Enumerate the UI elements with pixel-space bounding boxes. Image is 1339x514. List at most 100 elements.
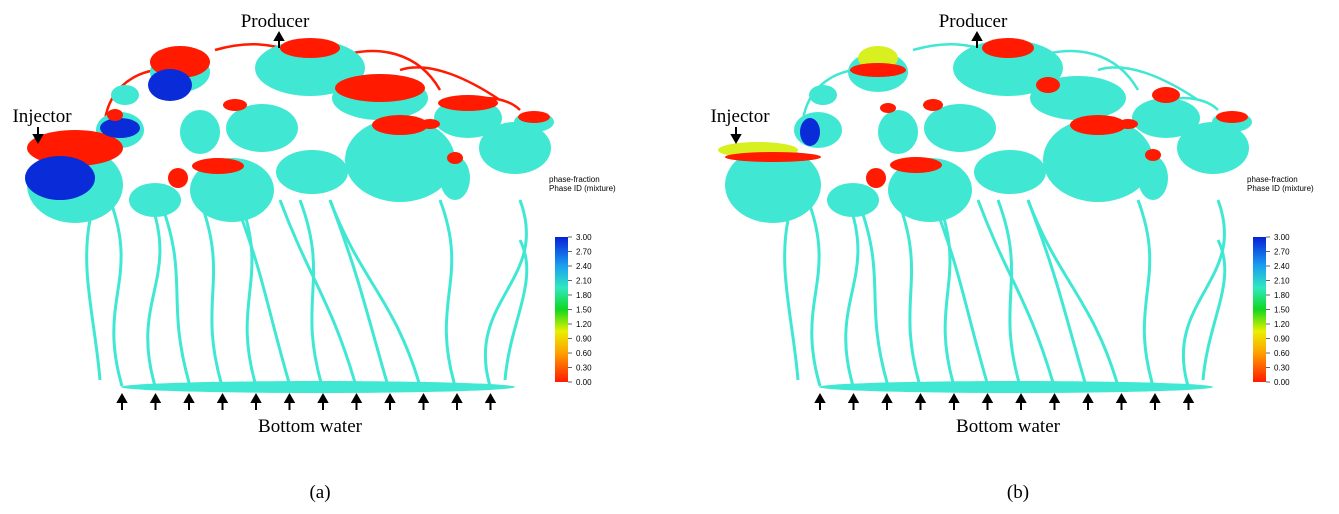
channel	[235, 200, 290, 386]
channel	[1138, 200, 1153, 386]
channel	[160, 200, 190, 386]
reservoir-cavity	[111, 85, 139, 105]
inflow-arrow	[1118, 395, 1126, 410]
inflow-arrow	[917, 395, 925, 410]
channel	[1203, 240, 1225, 380]
inflow-arrow	[420, 395, 428, 410]
colorbar-tick-label: 0.00	[1274, 378, 1290, 387]
colorbar-tick-label: 2.10	[1274, 277, 1290, 286]
colorbar-tick-label: 2.10	[576, 277, 592, 286]
channel	[938, 200, 954, 386]
reservoir-cavity	[1138, 156, 1168, 200]
colorbar-tick-label: 3.00	[576, 233, 592, 242]
producer-label: Producer	[939, 11, 1008, 32]
channel	[200, 200, 222, 386]
phase-region	[438, 95, 498, 111]
inflow-arrow	[816, 395, 824, 410]
phase-region	[1216, 111, 1248, 123]
reservoir-cavity	[180, 110, 220, 154]
colorbar-tick-label: 2.40	[1274, 262, 1290, 271]
phase-region	[1152, 87, 1180, 103]
phase-region	[420, 119, 440, 129]
inflow-arrow	[353, 395, 361, 410]
caption: (b)	[1007, 482, 1029, 503]
colorbar-tick-label: 0.00	[576, 378, 592, 387]
colorbar-tick-label: 0.60	[576, 349, 592, 358]
phase-region	[800, 118, 820, 146]
colorbar-tick-label: 1.50	[576, 306, 592, 315]
reservoir-cavity	[276, 150, 348, 194]
bottom-water-label: Bottom water	[258, 416, 363, 437]
phase-region	[1036, 77, 1060, 93]
colorbar-tick-label: 1.80	[1274, 291, 1290, 300]
colorbar-subtitle: Phase ID (mixture)	[549, 184, 616, 193]
caption: (a)	[309, 482, 330, 503]
channel	[240, 200, 256, 386]
inflow-arrow	[1185, 395, 1193, 410]
colorbar-tick-label: 1.50	[1274, 306, 1290, 315]
phase-region	[518, 111, 550, 123]
phase-region	[866, 168, 886, 188]
channel	[110, 200, 122, 386]
phase-region	[372, 115, 428, 135]
colorbar-title: phase-fraction	[1247, 175, 1298, 184]
inflow-arrow	[453, 395, 461, 410]
colorbar-tick-label: 0.30	[1274, 364, 1290, 373]
colorbar-tick-label: 2.70	[1274, 248, 1290, 257]
phase-region	[923, 99, 943, 111]
phase-region	[447, 152, 463, 164]
reservoir-cavity	[974, 150, 1046, 194]
inflow-arrow	[252, 395, 260, 410]
channel	[898, 200, 920, 386]
phase-region	[107, 109, 123, 121]
injector-label: Injector	[710, 106, 770, 127]
producer-label: Producer	[241, 11, 310, 32]
phase-region	[1145, 149, 1161, 161]
phase-region	[982, 38, 1034, 58]
inflow-arrow	[118, 395, 126, 410]
channel	[87, 220, 100, 380]
channel	[808, 200, 820, 386]
colorbar-tick-label: 1.20	[1274, 320, 1290, 329]
phase-region	[223, 99, 247, 111]
phase-region	[850, 63, 906, 77]
inflow-arrow	[950, 395, 958, 410]
phase-region	[1118, 119, 1138, 129]
phase-region	[335, 74, 425, 102]
phase-region	[1070, 115, 1126, 135]
colorbar-subtitle: Phase ID (mixture)	[1247, 184, 1314, 193]
inflow-arrow	[487, 395, 495, 410]
inflow-arrow	[850, 395, 858, 410]
inflow-arrow	[152, 395, 160, 410]
phase-region	[890, 157, 942, 173]
reservoir-cavity	[924, 104, 996, 152]
bottom-aquifer	[819, 381, 1213, 393]
channel	[485, 200, 526, 386]
phase-region	[880, 103, 896, 113]
inflow-arrow	[1151, 395, 1159, 410]
channel	[978, 200, 1054, 386]
colorbar-tick-label: 0.90	[576, 335, 592, 344]
channel	[280, 200, 356, 386]
injector-arrow	[732, 127, 740, 142]
channel	[505, 240, 527, 380]
inflow-arrow	[219, 395, 227, 410]
colorbar-tick-label: 1.20	[576, 320, 592, 329]
phase-region	[25, 156, 95, 200]
colorbar-tick-label: 1.80	[576, 291, 592, 300]
inflow-arrow	[185, 395, 193, 410]
channel	[330, 200, 420, 386]
inflow-arrow	[386, 395, 394, 410]
phase-region	[725, 152, 821, 162]
figure: Producer Injector Bottom water (a) phase-fra…	[0, 0, 1339, 514]
colorbar-title: phase-fraction	[549, 175, 600, 184]
channel	[858, 200, 888, 386]
channel	[300, 200, 322, 386]
phase-region	[148, 69, 192, 101]
channel	[846, 200, 858, 386]
phase-region	[168, 168, 188, 188]
colorbar-tick-label: 2.40	[576, 262, 592, 271]
phase-region	[100, 118, 140, 138]
